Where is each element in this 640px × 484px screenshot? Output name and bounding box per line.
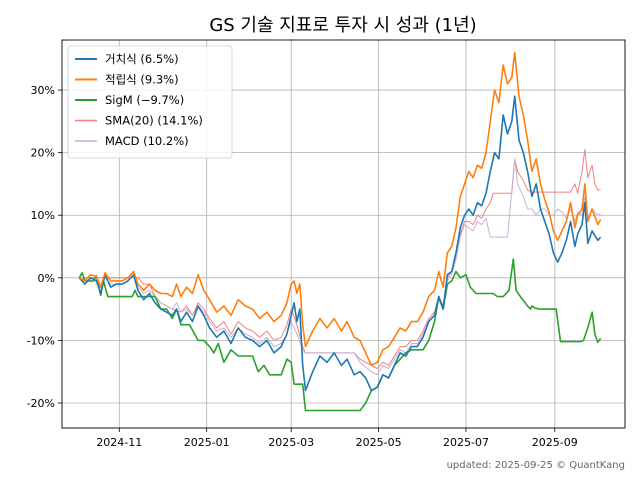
chart-title: GS 기술 지표로 투자 시 성과 (1년) <box>209 15 476 36</box>
y-tick-label: -20% <box>27 397 55 410</box>
legend-label: SigM (−9.7%) <box>105 93 184 107</box>
legend-label: SMA(20) (14.1%) <box>105 114 203 128</box>
series-line-3 <box>79 149 601 369</box>
x-tick-label: 2025-03 <box>268 436 314 449</box>
legend-label: 적립식 (9.3%) <box>105 73 179 87</box>
y-tick-label: -10% <box>27 334 55 347</box>
plot-frame <box>61 39 626 429</box>
x-tick-label: 2025-05 <box>356 436 402 449</box>
x-tick-label: 2025-09 <box>532 436 578 449</box>
tick-layer: 30% 20% 10% 0% -10% -20% 2024-11 2025-01 2025-03… <box>27 84 578 449</box>
series-line-1 <box>78 51 602 367</box>
legend-label: MACD (10.2%) <box>105 134 189 148</box>
series-layer <box>78 51 602 412</box>
legend-label: 거치식 (6.5%) <box>105 52 179 66</box>
series-line-0 <box>78 95 602 392</box>
y-tick-label: 20% <box>31 147 55 160</box>
y-tick-label: 0% <box>38 272 55 285</box>
series-line-4 <box>79 158 601 376</box>
y-tick-label: 30% <box>31 84 55 97</box>
y-tick-label: 10% <box>31 209 55 222</box>
legend: 거치식 (6.5%) 적립식 (9.3%) SigM (−9.7%) SMA(20) … <box>67 45 233 159</box>
chart-footer: updated: 2025-09-25 © QuantKang <box>447 460 625 471</box>
x-tick-label: 2025-07 <box>443 436 489 449</box>
x-tick-label: 2025-01 <box>184 436 230 449</box>
x-tick-label: 2024-11 <box>96 436 142 449</box>
legend-box <box>67 45 233 159</box>
